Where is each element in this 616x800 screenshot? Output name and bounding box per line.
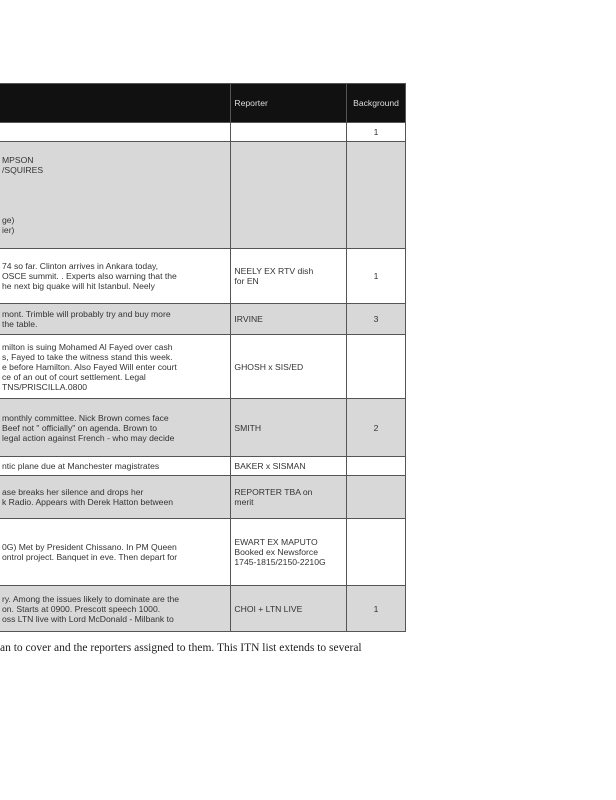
story-cell: 74 so far. Clinton arrives in Ankara tod… [0,248,232,304]
background-cell: 2 [346,398,406,457]
story-cell: ry. Among the issues likely to dominate … [0,585,232,632]
table-row: ntic plane due at Manchester magistrates… [0,456,406,476]
table-row: milton is suing Mohamed Al Fayed over ca… [0,334,406,399]
reporter-cell [230,141,348,249]
story-cell: MPSON /SQUIRES ge) ier) [0,141,232,249]
background-cell: 1 [346,585,406,632]
background-cell [346,456,406,476]
background-cell: 1 [346,248,406,304]
background-cell [346,475,406,519]
header-reporter: Reporter [230,83,348,123]
news-schedule-table: Reporter Background 1 MPSON /SQUIRES ge) … [0,83,406,632]
header-background: Background [346,83,406,123]
caption-text: an to cover and the reporters assigned t… [0,642,362,654]
story-cell: mont. Trimble will probably try and buy … [0,303,232,335]
background-cell [346,518,406,586]
reporter-cell: IRVINE [230,303,348,335]
story-cell: monthly committee. Nick Brown comes face… [0,398,232,457]
reporter-cell: EWART EX MAPUTO Booked ex Newsforce 1745… [230,518,348,586]
background-cell [346,334,406,399]
reporter-cell: NEELY EX RTV dish for EN [230,248,348,304]
reporter-cell: BAKER x SISMAN [230,456,348,476]
table-row: MPSON /SQUIRES ge) ier) [0,141,406,249]
reporter-cell: GHOSH x SIS/ED [230,334,348,399]
story-cell: ase breaks her silence and drops her k R… [0,475,232,519]
story-cell: ntic plane due at Manchester magistrates [0,456,232,476]
header-row: Reporter Background [0,83,406,123]
table-row: monthly committee. Nick Brown comes face… [0,398,406,457]
table-row: 0G) Met by President Chissano. In PM Que… [0,518,406,586]
table-row: ase breaks her silence and drops her k R… [0,475,406,519]
story-cell: milton is suing Mohamed Al Fayed over ca… [0,334,232,399]
table-row: 1 [0,122,406,142]
background-cell: 3 [346,303,406,335]
table-row: mont. Trimble will probably try and buy … [0,303,406,335]
background-cell [346,141,406,249]
background-cell: 1 [346,122,406,142]
reporter-cell: REPORTER TBA on merit [230,475,348,519]
story-cell: 0G) Met by President Chissano. In PM Que… [0,518,232,586]
table-row: ry. Among the issues likely to dominate … [0,585,406,632]
reporter-cell [230,122,348,142]
reporter-cell: SMITH [230,398,348,457]
table-row: 74 so far. Clinton arrives in Ankara tod… [0,248,406,304]
reporter-cell: CHOI + LTN LIVE [230,585,348,632]
header-story [0,83,232,123]
story-cell [0,122,232,142]
